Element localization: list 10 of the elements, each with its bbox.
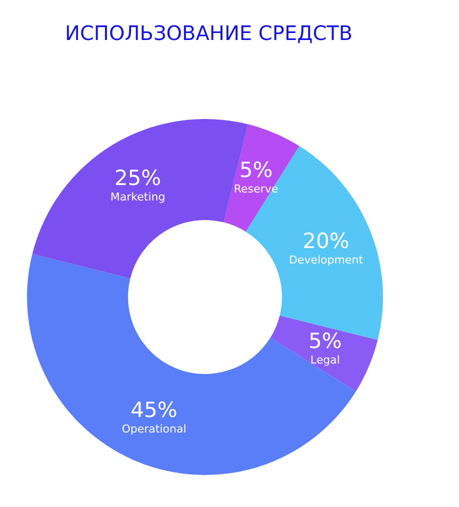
data-label: 5% — [308, 328, 342, 353]
chart-title: ИСПОЛЬЗОВАНИЕ СРЕДСТВ — [65, 21, 353, 45]
data-label: 20% — [302, 229, 350, 254]
slice-label: Development — [288, 254, 364, 267]
slice-label: Marketing — [110, 190, 166, 204]
data-label: 45% — [130, 398, 178, 422]
data-label: 25% — [114, 166, 162, 190]
slice-label: Operational — [122, 422, 186, 436]
data-label: 5% — [239, 158, 273, 182]
slice-label: Legal — [310, 353, 340, 366]
